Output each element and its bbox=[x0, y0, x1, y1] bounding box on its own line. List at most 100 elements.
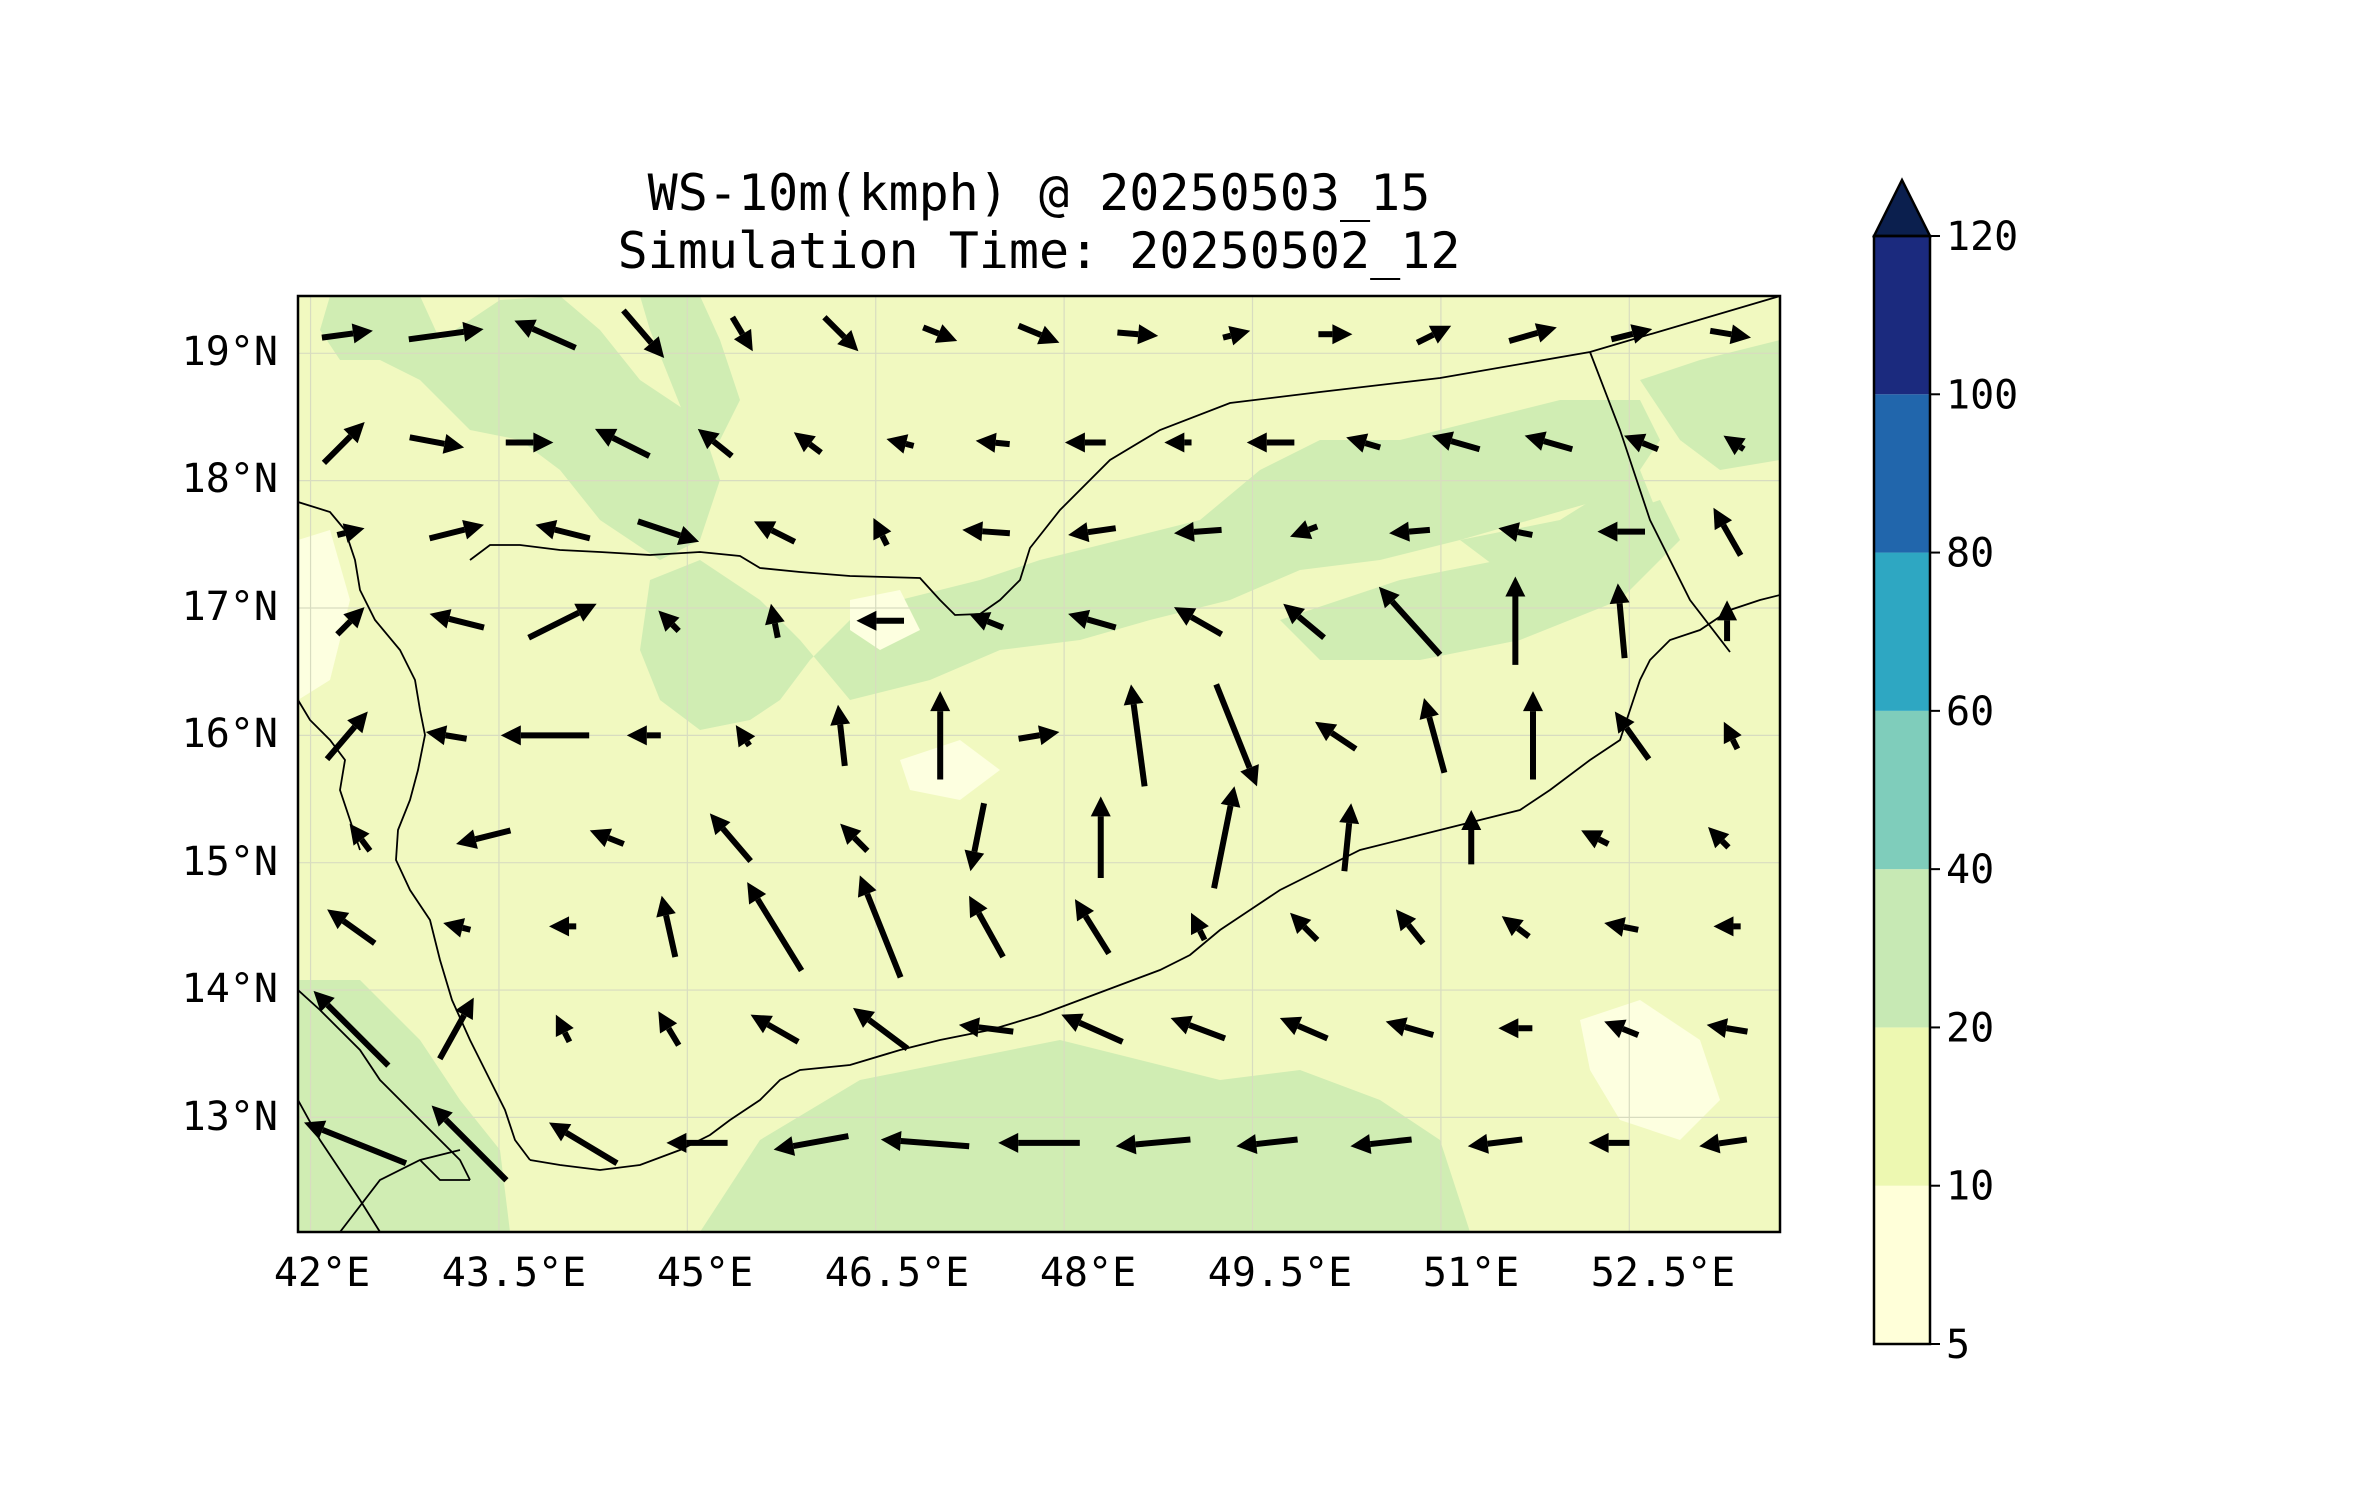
colorbar-block bbox=[1874, 710, 1930, 870]
ethiopia-eritrea-border bbox=[339, 1149, 461, 1232]
lon-tick-label: 42°E bbox=[274, 1250, 370, 1296]
wind-arrow bbox=[1190, 912, 1209, 942]
lat-tick-label: 13°N bbox=[182, 1094, 278, 1140]
wind-arrow-head bbox=[1609, 583, 1630, 605]
wind-arrow-shaft bbox=[1517, 529, 1533, 538]
wind-arrow bbox=[594, 428, 651, 459]
wind-arrow-head bbox=[1395, 909, 1417, 932]
wind-arrow bbox=[1068, 609, 1117, 631]
wind-arrow bbox=[958, 1017, 1014, 1038]
wind-arrow-shaft bbox=[445, 732, 468, 742]
wind-arrow-shaft bbox=[1390, 599, 1443, 657]
wind-arrow-shaft bbox=[1730, 738, 1741, 751]
wind-arrow-head bbox=[1240, 764, 1259, 787]
colorbar-block bbox=[1874, 1185, 1930, 1344]
colorbar-block bbox=[1874, 552, 1930, 711]
wind-arrow-head bbox=[773, 1136, 796, 1156]
wind-arrow bbox=[408, 321, 484, 343]
wind-arrow-shaft bbox=[1404, 1024, 1435, 1038]
wind-arrow-head bbox=[431, 1105, 453, 1127]
wind-arrow bbox=[1508, 323, 1557, 344]
wind-arrow-shaft bbox=[554, 526, 591, 542]
wind-arrow-head bbox=[347, 711, 368, 734]
wind-arrow-shaft bbox=[995, 439, 1010, 448]
wind-arrow-head bbox=[1283, 603, 1306, 625]
colorbar-label: 120 bbox=[1946, 214, 2018, 260]
wind-arrow bbox=[1117, 324, 1159, 345]
wind-arrow bbox=[822, 315, 859, 352]
wind-arrow-shaft bbox=[607, 835, 625, 847]
wind-arrow bbox=[514, 319, 577, 351]
wind-arrow-shaft bbox=[1211, 805, 1234, 889]
wind-arrow bbox=[1283, 603, 1326, 641]
wind-arrow bbox=[1609, 583, 1630, 659]
wind-arrow bbox=[753, 521, 797, 545]
wind-arrow-shaft bbox=[971, 802, 987, 853]
wind-arrow-shaft bbox=[822, 315, 847, 340]
wind-arrow bbox=[535, 519, 591, 542]
wind-arrow bbox=[1588, 1132, 1630, 1153]
lat-tick-label: 17°N bbox=[182, 584, 278, 630]
wind-arrow-shaft bbox=[1720, 523, 1744, 557]
wind-arrow-head bbox=[455, 997, 474, 1020]
wind-arrow-head bbox=[1498, 1018, 1519, 1039]
lon-tick-labels: 42°E 43.5°E 45°E 46.5°E 48°E 49.5°E 51°E… bbox=[274, 1250, 1735, 1296]
wind-arrow-head bbox=[1173, 607, 1197, 626]
wind-arrow-head bbox=[1523, 691, 1543, 712]
low-band-center bbox=[900, 740, 1000, 800]
djibouti-border bbox=[419, 1159, 470, 1181]
wind-arrow-head bbox=[1190, 912, 1209, 936]
wind-arrow bbox=[1173, 521, 1222, 542]
country-borders bbox=[339, 296, 1780, 1232]
colorbar: 5 10 20 40 60 80 100 120 bbox=[1871, 177, 2018, 1368]
wind-arrow-shaft bbox=[527, 609, 581, 641]
wind-arrow bbox=[1597, 521, 1646, 542]
wind-arrow bbox=[1318, 324, 1353, 345]
wind-arrow-head bbox=[1581, 830, 1604, 849]
colorbar-label: 60 bbox=[1946, 689, 1994, 735]
wind-arrow-shaft bbox=[1213, 683, 1253, 769]
colorbar-frame bbox=[1872, 234, 1932, 1346]
wind-arrow bbox=[1717, 600, 1738, 642]
lat-tick-label: 19°N bbox=[182, 329, 278, 375]
wind-arrow-shaft bbox=[321, 330, 354, 341]
wind-arrow-shaft bbox=[1082, 914, 1112, 956]
wind-arrow-head bbox=[998, 1132, 1019, 1153]
wind-arrow-head bbox=[549, 1122, 572, 1142]
wind-arrow bbox=[1279, 1016, 1329, 1042]
wind-arrow bbox=[1713, 507, 1744, 557]
colorbar-extend-triangle bbox=[1871, 177, 1933, 238]
title-line-2: Simulation Time: 20250502_12 bbox=[618, 222, 1461, 280]
wind-arrow bbox=[304, 1120, 408, 1167]
wind-arrow-head bbox=[429, 609, 452, 629]
wind-arrow-head bbox=[1597, 521, 1618, 542]
wind-arrow-head bbox=[1090, 796, 1111, 817]
wind-arrow-shaft bbox=[448, 615, 485, 631]
wind-arrow-shaft bbox=[1597, 836, 1610, 847]
wind-arrow-head bbox=[1137, 324, 1159, 345]
wind-arrow bbox=[853, 1007, 910, 1052]
wind-arrow-shaft bbox=[720, 826, 753, 863]
wind-arrow-shaft bbox=[636, 518, 682, 539]
wind-arrow bbox=[873, 517, 892, 547]
wind-arrow-head bbox=[442, 434, 465, 454]
wind-arrow-shaft bbox=[1487, 1136, 1523, 1147]
wind-arrow-shaft bbox=[867, 1017, 910, 1052]
wind-arrow-head bbox=[1717, 600, 1738, 621]
wind-arrow-head bbox=[443, 918, 466, 938]
wind-arrow bbox=[1419, 697, 1448, 774]
wind-arrow-shaft bbox=[1189, 614, 1224, 637]
wind-arrow bbox=[1389, 521, 1431, 542]
wind-arrow-head bbox=[1061, 1013, 1084, 1032]
wind-arrow-shaft bbox=[336, 530, 346, 538]
wind-arrow bbox=[321, 323, 373, 344]
wind-arrow-head bbox=[349, 823, 370, 846]
wind-arrow-head bbox=[456, 829, 478, 849]
wind-arrow-head bbox=[1279, 1016, 1303, 1036]
wind-arrow bbox=[750, 1014, 800, 1045]
wind-arrow bbox=[697, 428, 734, 459]
wind-arrow-shaft bbox=[879, 534, 890, 547]
wind-arrow-head bbox=[1236, 1134, 1258, 1154]
wind-arrow-shaft bbox=[1296, 614, 1326, 641]
west-coast-upper bbox=[298, 699, 361, 851]
